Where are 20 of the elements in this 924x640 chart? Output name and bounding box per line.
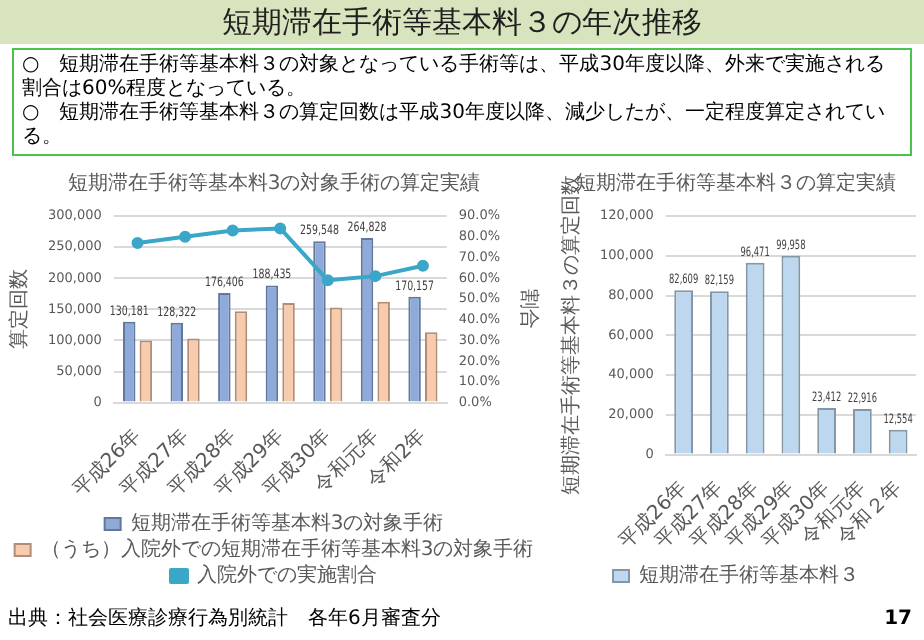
- text: ○ 短期滞在手術等基本料３の対象となっている手術等は、平成30年度以降、外来で実施される割合は60%程度となっている。: [22, 54, 887, 101]
- point: [131, 236, 144, 249]
- text: 短期滞在手術等基本料３の年次推移: [0, 0, 924, 44]
- point: [226, 224, 239, 237]
- text: ○ 短期滞在手術等基本料３の算定回数は平成30年度以降、減少したが、一定程度算定されている。: [22, 102, 887, 150]
- point: [416, 259, 429, 272]
- point: [179, 230, 192, 243]
- chart-title: 短期滞在手術等基本料3の対象手術の算定実績: [67, 171, 481, 196]
- legend-label: 入院外での実施割合: [197, 563, 377, 588]
- point: [321, 274, 334, 287]
- text: 17: [884, 608, 912, 632]
- legend-label: 短期滞在手術等基本料3の対象手術: [130, 511, 444, 536]
- legend-label: （うち）入院外での短期滞在手術等基本料3の対象手術: [40, 537, 534, 562]
- chart-title: 短期滞在手術等基本料３の算定実績: [576, 171, 896, 196]
- point: [369, 270, 382, 283]
- point: [274, 222, 287, 235]
- legend-label: 短期滞在手術等基本料３: [639, 563, 859, 588]
- y2-axis-title: 割合: [516, 289, 541, 330]
- y-axis-title: 算定回数: [7, 269, 32, 350]
- source-note: 出典：社会医療診療行為別統計 各年6月審査分: [8, 608, 441, 632]
